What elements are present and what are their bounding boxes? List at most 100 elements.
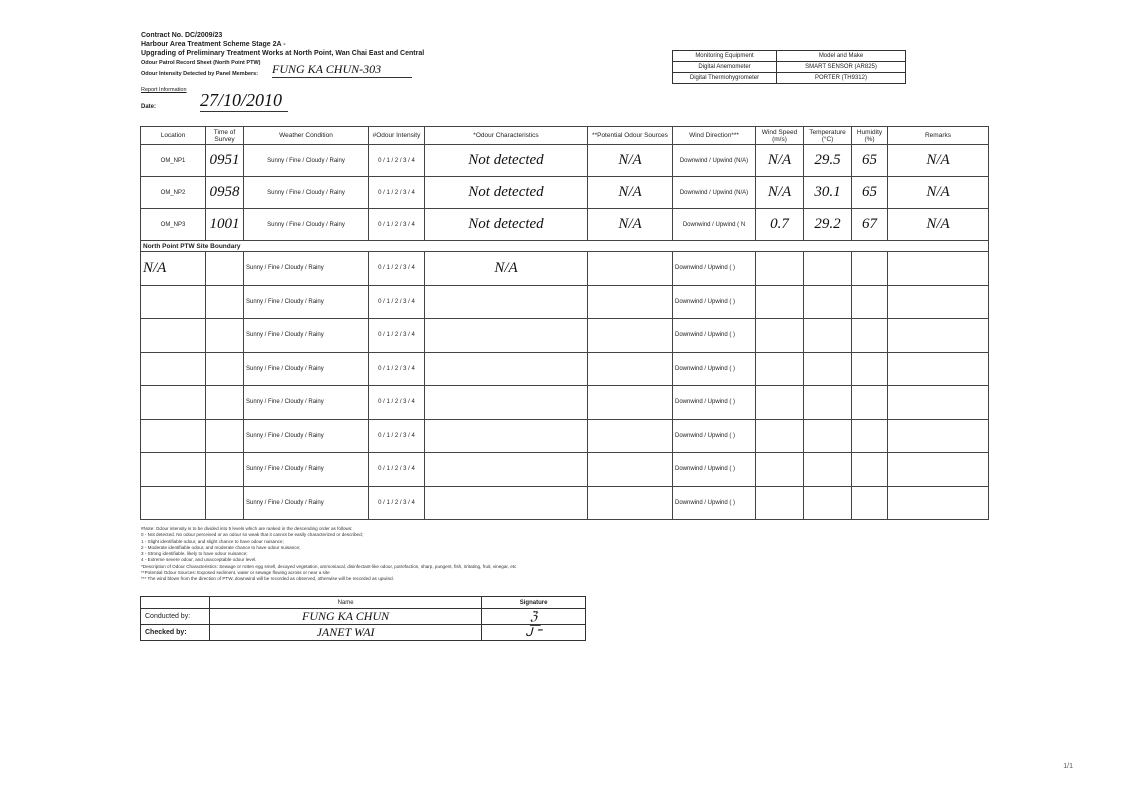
temperature-cell: [803, 284, 852, 319]
characteristics-cell: N/A: [424, 251, 588, 286]
wind-direction-cell: Downwind / Upwind ( ): [672, 318, 756, 353]
table-row: Sunny / Fine / Cloudy / Rainy 0 / 1 / 2 /…: [140, 318, 989, 353]
location-cell: N/A: [140, 251, 206, 286]
name-header: Name: [208, 596, 483, 609]
location-cell: OM_NP2: [140, 176, 206, 209]
sources-cell: [587, 485, 673, 520]
temperature-cell: 29.5: [803, 144, 852, 177]
scheme-title: Harbour Area Treatment Scheme Stage 2A -: [141, 41, 286, 48]
table-row: N/A Sunny / Fine / Cloudy / Rainy 0 / 1 / …: [140, 251, 989, 286]
time-cell: 0958: [205, 176, 244, 209]
section-row: North Point PTW Site Boundary: [140, 240, 989, 252]
wind-speed-cell: [755, 418, 804, 453]
intensity-cell: 0 / 1 / 2 / 3 / 4: [368, 318, 425, 353]
column-header: *Odour Characteristics: [424, 126, 588, 145]
humidity-cell: [851, 284, 888, 319]
table-row: Sunny / Fine / Cloudy / Rainy 0 / 1 / 2 /…: [140, 284, 989, 319]
signoff-table: Name Signature Conducted by: FUNG KA CHUN ℨ…: [140, 596, 586, 641]
date-label: Date:: [141, 104, 157, 110]
characteristics-cell: [424, 418, 588, 453]
sources-cell: [587, 284, 673, 319]
remarks-cell: N/A: [887, 144, 989, 177]
signature-header: Signature: [481, 596, 586, 609]
intensity-cell: 0 / 1 / 2 / 3 / 4: [368, 251, 425, 286]
humidity-cell: [851, 418, 888, 453]
wind-speed-cell: [755, 452, 804, 487]
remarks-cell: [887, 284, 989, 319]
note-line: 3 - Strong identifiable, likely to have …: [141, 551, 248, 557]
characteristics-cell: Not detected: [424, 208, 588, 241]
column-header: Temperature (°C): [803, 126, 852, 145]
temperature-cell: [803, 485, 852, 520]
note-line: #Note: Odour intensity is to be divided …: [141, 526, 353, 531]
remarks-cell: N/A: [887, 176, 989, 209]
time-cell: [205, 452, 244, 487]
sources-cell: [587, 452, 673, 487]
sources-cell: N/A: [587, 144, 673, 177]
weather-cell: Sunny / Fine / Cloudy / Rainy: [243, 284, 369, 319]
location-cell: [140, 418, 206, 453]
column-header: Wind Speed (m/s): [755, 126, 804, 145]
table-row: OM_NP2 0958 Sunny / Fine / Cloudy / Rainy 0…: [140, 176, 989, 209]
wind-direction-cell: Downwind / Upwind ( ): [672, 284, 756, 319]
wind-speed-cell: [755, 485, 804, 520]
date-value: 27/10/2010: [200, 90, 288, 112]
time-cell: [205, 251, 244, 286]
report-info-label: Report Information: [141, 87, 187, 93]
weather-cell: Sunny / Fine / Cloudy / Rainy: [243, 251, 369, 286]
humidity-cell: [851, 318, 888, 353]
note-line: 2 - Moderate identifiable odour, and mod…: [141, 544, 301, 550]
wind-speed-cell: [755, 251, 804, 286]
panel-label: Odour Intensity Detected by Panel Member…: [141, 71, 259, 77]
remarks-cell: [887, 385, 989, 420]
weather-cell: Sunny / Fine / Cloudy / Rainy: [243, 452, 369, 487]
column-header: Humidity (%): [851, 126, 888, 145]
temperature-cell: [803, 318, 852, 353]
time-cell: [205, 385, 244, 420]
humidity-cell: [851, 452, 888, 487]
characteristics-cell: [424, 485, 588, 520]
characteristics-cell: [424, 351, 588, 386]
temperature-cell: 29.2: [803, 208, 852, 241]
wind-speed-cell: [755, 351, 804, 386]
sources-cell: [587, 385, 673, 420]
page-number: 1/1: [1063, 763, 1073, 770]
location-cell: [140, 318, 206, 353]
sources-cell: [587, 251, 673, 286]
weather-cell: Sunny / Fine / Cloudy / Rainy: [243, 144, 369, 177]
table-row: OM_NP3 1001 Sunny / Fine / Cloudy / Rainy 0…: [140, 208, 989, 241]
checked-by-label: Checked by:: [140, 624, 210, 641]
contract-number: Contract No. DC/2009/23: [141, 32, 223, 39]
weather-cell: Sunny / Fine / Cloudy / Rainy: [243, 418, 369, 453]
remarks-cell: [887, 485, 989, 520]
intensity-cell: 0 / 1 / 2 / 3 / 4: [368, 176, 425, 209]
wind-direction-cell: Downwind / Upwind (N/A): [672, 144, 756, 177]
humidity-cell: 65: [851, 144, 888, 177]
note-line: **Potential Odour Sources: Exposed sedim…: [141, 570, 330, 576]
table-row: Sunny / Fine / Cloudy / Rainy 0 / 1 / 2 /…: [140, 418, 989, 453]
location-cell: [140, 385, 206, 420]
equipment-model: SMART SENSOR (AR825): [776, 61, 906, 73]
conducted-by-label: Conducted by:: [140, 608, 210, 625]
temperature-cell: [803, 452, 852, 487]
notes: #Note: Odour intensity is to be divided …: [141, 526, 516, 583]
weather-cell: Sunny / Fine / Cloudy / Rainy: [243, 176, 369, 209]
weather-cell: Sunny / Fine / Cloudy / Rainy: [243, 208, 369, 241]
remarks-cell: [887, 418, 989, 453]
time-cell: [205, 351, 244, 386]
column-header: Remarks: [887, 126, 989, 145]
table-row: Sunny / Fine / Cloudy / Rainy 0 / 1 / 2 /…: [140, 485, 989, 520]
time-cell: [205, 318, 244, 353]
wind-speed-cell: [755, 284, 804, 319]
weather-cell: Sunny / Fine / Cloudy / Rainy: [243, 385, 369, 420]
location-cell: [140, 452, 206, 487]
conducted-by-name: FUNG KA CHUN: [208, 608, 483, 625]
column-header: Time of Survey: [205, 126, 244, 145]
location-cell: OM_NP1: [140, 144, 206, 177]
equipment-name: Digital Anemometer: [672, 61, 777, 73]
sources-cell: N/A: [587, 176, 673, 209]
panel-members-value: FUNG KA CHUN-303: [272, 62, 412, 78]
location-cell: OM_NP3: [140, 208, 206, 241]
temperature-cell: [803, 351, 852, 386]
model-header: Model and Make: [776, 50, 906, 62]
